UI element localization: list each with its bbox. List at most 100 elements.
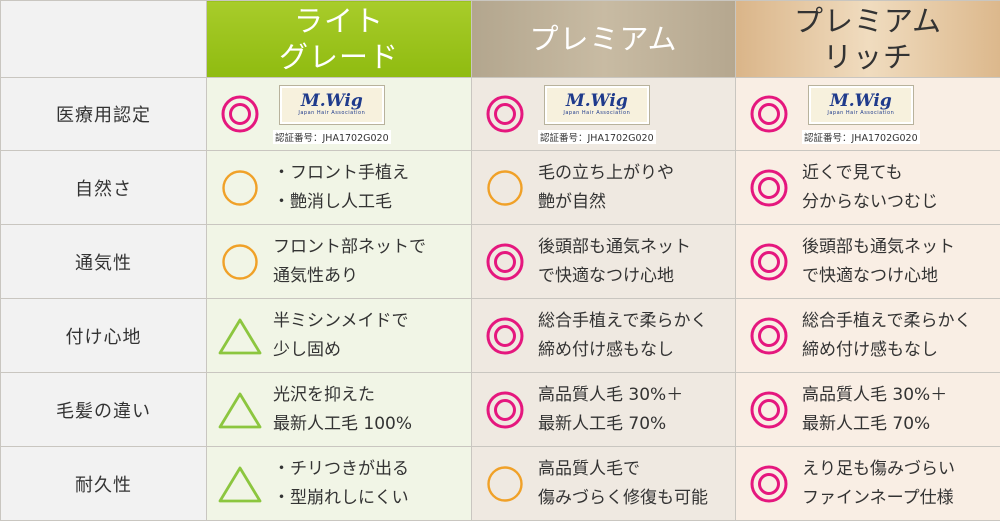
cert-number: 認証番号：JHA1702G020 bbox=[802, 129, 920, 144]
table-cell: 光沢を抑えた最新人工毛 100% bbox=[206, 372, 472, 447]
cell-text-line: 分からないつむじ bbox=[802, 191, 938, 212]
cell-text: 毛の立ち上がりや 艶が自然 bbox=[538, 159, 674, 217]
cell-text-line: 最新人工毛 70% bbox=[538, 413, 667, 434]
cell-text-line: 少し固め bbox=[273, 339, 341, 360]
double-circle-icon bbox=[736, 390, 802, 430]
table-cell: ・チリつきが出る ・型崩れしにくい bbox=[206, 446, 472, 521]
table-cell: 後頭部も通気ネット で快適なつけ心地 bbox=[735, 224, 1000, 299]
table-row: 自然さ ・フロント手植え ・艶消し人工毛 毛の立ち上がりや 艶が自然 近くで見ても分からな… bbox=[0, 150, 1000, 225]
cell-text-line: 最新人工毛 100% bbox=[273, 413, 413, 434]
cell-text: 光沢を抑えた最新人工毛 100% bbox=[273, 381, 412, 439]
plan-header-line: プレミアム bbox=[794, 4, 942, 38]
cell-text-line: ・チリつきが出る bbox=[273, 458, 409, 479]
cell-text: 高品質人毛で傷みづらく修復も可能 bbox=[538, 455, 708, 513]
cell-text-line: 傷みづらく修復も可能 bbox=[538, 487, 708, 508]
table-cell: 半ミシンメイドで 少し固め bbox=[206, 298, 472, 373]
plan-header-premium-rich: プレミアム リッチ bbox=[735, 0, 1000, 78]
row-label: 自然さ bbox=[0, 150, 207, 225]
cell-text-line: ・艶消し人工毛 bbox=[273, 191, 392, 212]
plan-header-line: プレミアム bbox=[529, 22, 678, 56]
cell-text-line: 高品質人毛 30%＋ bbox=[538, 384, 684, 405]
table-cell: フロント部ネットで 通気性あり bbox=[206, 224, 472, 299]
cell-text: 高品質人毛 30%＋ 最新人工毛 70% bbox=[802, 381, 947, 439]
double-circle-icon bbox=[472, 390, 538, 430]
cell-text-line: 高品質人毛 30%＋ bbox=[802, 384, 948, 405]
cell-text-line: 締め付け感もなし bbox=[538, 339, 674, 360]
table-row: 医療用認定 M.Wig Japan Hair Association 認証番号：JHA… bbox=[0, 77, 1000, 151]
mwig-logo-icon: M.Wig Japan Hair Association bbox=[807, 84, 914, 125]
row-label: 毛髪の違い bbox=[0, 372, 207, 447]
cell-text-line: 締め付け感もなし bbox=[802, 339, 938, 360]
cell-text-line: えり足も傷みづらい bbox=[802, 458, 955, 479]
logo-text: M.Wig bbox=[565, 91, 628, 111]
table-cell: M.Wig Japan Hair Association 認証番号：JHA1702G… bbox=[735, 77, 1000, 151]
logo-sub: Japan Hair Association bbox=[563, 110, 631, 116]
row-label: 通気性 bbox=[0, 224, 207, 299]
table-cell: M.Wig Japan Hair Association 認証番号：JHA1702G… bbox=[471, 77, 736, 151]
table-cell: 近くで見ても分からないつむじ bbox=[735, 150, 1000, 225]
cell-text-line: で快適なつけ心地 bbox=[538, 265, 674, 286]
cell-text-line: ・フロント手植え bbox=[273, 162, 409, 183]
plan-header-light-grade: ライト グレード bbox=[206, 0, 472, 78]
cell-text-line: 半ミシンメイドで bbox=[273, 310, 409, 331]
cell-text-line: で快適なつけ心地 bbox=[802, 265, 938, 286]
table-cell: 毛の立ち上がりや 艶が自然 bbox=[471, 150, 736, 225]
double-circle-icon bbox=[207, 94, 273, 134]
table-cell: えり足も傷みづらい ファインネープ仕様 bbox=[735, 446, 1000, 521]
double-circle-icon bbox=[472, 316, 538, 356]
triangle-icon bbox=[207, 390, 273, 430]
cell-text: フロント部ネットで 通気性あり bbox=[273, 233, 426, 291]
table-row: 耐久性 ・チリつきが出る ・型崩れしにくい 高品質人毛で 傷みづらく修復も可能 えり足も傷… bbox=[0, 446, 1000, 521]
cell-text: 半ミシンメイドで 少し固め bbox=[273, 307, 409, 365]
double-circle-icon bbox=[736, 316, 802, 356]
table-cell: 高品質人毛で傷みづらく修復も可能 bbox=[471, 446, 736, 521]
cell-text: ・チリつきが出る ・型崩れしにくい bbox=[273, 455, 409, 513]
circle-icon bbox=[207, 168, 273, 208]
double-circle-icon bbox=[472, 94, 538, 134]
table-cell: 総合手植えで柔らかく 締め付け感もなし bbox=[735, 298, 1000, 373]
corner-cell bbox=[0, 0, 207, 78]
cell-text: えり足も傷みづらい ファインネープ仕様 bbox=[802, 455, 955, 513]
cell-text: ・フロント手植え ・艶消し人工毛 bbox=[273, 159, 409, 217]
cell-text-line: 後頭部も通気ネット bbox=[802, 236, 955, 257]
cell-text-line: 光沢を抑えた bbox=[273, 384, 375, 405]
cell-text-line: 毛の立ち上がりや bbox=[538, 162, 674, 183]
cell-text-line: 高品質人毛で bbox=[538, 458, 640, 479]
cell-text-line: 総合手植えで柔らかく bbox=[802, 310, 972, 331]
row-label: 付け心地 bbox=[0, 298, 207, 373]
triangle-icon bbox=[207, 316, 273, 356]
table-cell: M.Wig Japan Hair Association 認証番号：JHA1702G… bbox=[206, 77, 472, 151]
cell-text: 総合手植えで柔らかく 締め付け感もなし bbox=[802, 307, 972, 365]
plan-header-line: グレード bbox=[278, 40, 399, 74]
table-row: 毛髪の違い 光沢を抑えた最新人工毛 100% 高品質人毛 30%＋ 最新人工毛 70%… bbox=[0, 372, 1000, 447]
cell-text-line: 総合手植えで柔らかく bbox=[538, 310, 708, 331]
table-cell: 総合手植えで柔らかく 締め付け感もなし bbox=[471, 298, 736, 373]
logo-sub: Japan Hair Association bbox=[298, 110, 366, 116]
double-circle-icon bbox=[736, 168, 802, 208]
certification: M.Wig Japan Hair Association 認証番号：JHA1702G… bbox=[802, 84, 920, 144]
cell-text: 総合手植えで柔らかく 締め付け感もなし bbox=[538, 307, 708, 365]
cell-text: 後頭部も通気ネット で快適なつけ心地 bbox=[802, 233, 955, 291]
cell-text-line: 艶が自然 bbox=[538, 191, 606, 212]
plan-header-line: ライト bbox=[293, 4, 384, 38]
cell-text-line: ファインネープ仕様 bbox=[802, 487, 954, 508]
table-cell: 高品質人毛 30%＋ 最新人工毛 70% bbox=[735, 372, 1000, 447]
cell-text: 近くで見ても分からないつむじ bbox=[802, 159, 938, 217]
cell-text-line: 通気性あり bbox=[273, 265, 358, 286]
mwig-logo-icon: M.Wig Japan Hair Association bbox=[278, 84, 385, 125]
header-row: ライト グレード プレミアム プレミアム リッチ bbox=[0, 0, 1000, 78]
double-circle-icon bbox=[736, 464, 802, 504]
triangle-icon bbox=[207, 464, 273, 504]
cell-text-line: 近くで見ても bbox=[802, 162, 903, 183]
table-row: 通気性 フロント部ネットで 通気性あり 後頭部も通気ネット で快適なつけ心地 後頭部も通気… bbox=[0, 224, 1000, 299]
logo-text: M.Wig bbox=[300, 91, 363, 111]
plan-header-line: リッチ bbox=[822, 40, 913, 74]
double-circle-icon bbox=[736, 242, 802, 282]
cell-text: 高品質人毛 30%＋ 最新人工毛 70% bbox=[538, 381, 683, 439]
table-cell: 後頭部も通気ネット で快適なつけ心地 bbox=[471, 224, 736, 299]
circle-icon bbox=[472, 168, 538, 208]
mwig-logo-icon: M.Wig Japan Hair Association bbox=[543, 84, 650, 125]
table-cell: 高品質人毛 30%＋ 最新人工毛 70% bbox=[471, 372, 736, 447]
double-circle-icon bbox=[472, 242, 538, 282]
